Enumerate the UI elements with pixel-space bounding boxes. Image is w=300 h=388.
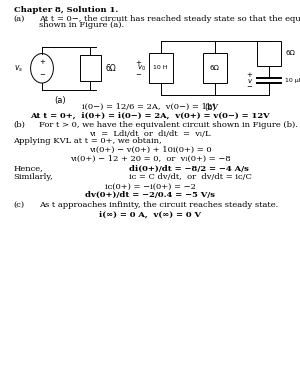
Text: (c): (c) [14, 201, 25, 209]
Text: +: + [39, 59, 45, 65]
Text: dv(0+)/dt = −2/0.4 = −5 V/s: dv(0+)/dt = −2/0.4 = −5 V/s [85, 191, 215, 199]
Text: −: − [135, 72, 141, 78]
Text: shown in Figure (a).: shown in Figure (a). [39, 21, 124, 29]
Text: 10 μF: 10 μF [285, 78, 300, 83]
Text: i(0−) = 12/6 = 2A,  v(0−) = 12V: i(0−) = 12/6 = 2A, v(0−) = 12V [82, 103, 218, 111]
Text: vₗ(0+) − v(0+) + 10i(0+) = 0: vₗ(0+) − v(0+) + 10i(0+) = 0 [89, 146, 211, 154]
Text: Hence,: Hence, [14, 165, 43, 173]
Text: v$_s$: v$_s$ [14, 63, 23, 74]
Text: (b): (b) [14, 121, 26, 129]
Text: For t > 0, we have the equivalent circuit shown in Figure (b).: For t > 0, we have the equivalent circui… [39, 121, 298, 129]
Text: (b): (b) [204, 103, 216, 112]
Text: v: v [247, 78, 251, 83]
Text: −: − [246, 85, 252, 90]
Text: v$_0$: v$_0$ [136, 63, 146, 73]
Text: di(0+)/dt = −8/2 = −4 A/s: di(0+)/dt = −8/2 = −4 A/s [129, 165, 249, 173]
Text: As t approaches infinity, the circuit reaches steady state.: As t approaches infinity, the circuit re… [39, 201, 278, 209]
Text: 6Ω: 6Ω [210, 65, 220, 71]
Text: Similarly,: Similarly, [14, 173, 53, 182]
Text: +: + [135, 60, 141, 66]
Text: vₗ(0+) − 12 + 20 = 0,  or  vₗ(0+) = −8: vₗ(0+) − 12 + 20 = 0, or vₗ(0+) = −8 [70, 155, 230, 163]
Text: vₗ  =  Ldi/dt  or  di/dt  =  vₗ/L: vₗ = Ldi/dt or di/dt = vₗ/L [89, 130, 211, 138]
Text: iᴄ(0+) = −i(0+) = −2: iᴄ(0+) = −i(0+) = −2 [105, 182, 195, 191]
Text: 10 H: 10 H [153, 66, 168, 70]
Text: −: − [39, 72, 45, 78]
Text: Chapter 8, Solution 1.: Chapter 8, Solution 1. [14, 6, 118, 14]
Text: +: + [246, 72, 252, 78]
Text: Applying KVL at t = 0+, we obtain,: Applying KVL at t = 0+, we obtain, [14, 137, 162, 145]
Text: (a): (a) [14, 15, 25, 23]
Text: i(∞) = 0 A,  v(∞) = 0 V: i(∞) = 0 A, v(∞) = 0 V [99, 210, 201, 218]
Text: At t = 0+,  i(0+) = i(0−) = 2A,  v(0+) = v(0−) = 12V: At t = 0+, i(0+) = i(0−) = 2A, v(0+) = v… [30, 112, 270, 120]
Text: (a): (a) [54, 96, 66, 105]
Text: At t = 0−, the circuit has reached steady state so that the equivalent circuit i: At t = 0−, the circuit has reached stead… [39, 15, 300, 23]
Text: 6Ω: 6Ω [105, 64, 116, 73]
Text: 6Ω: 6Ω [285, 50, 295, 56]
Text: iᴄ = C dv/dt,  or  dv/dt = iᴄ/C: iᴄ = C dv/dt, or dv/dt = iᴄ/C [129, 173, 252, 182]
